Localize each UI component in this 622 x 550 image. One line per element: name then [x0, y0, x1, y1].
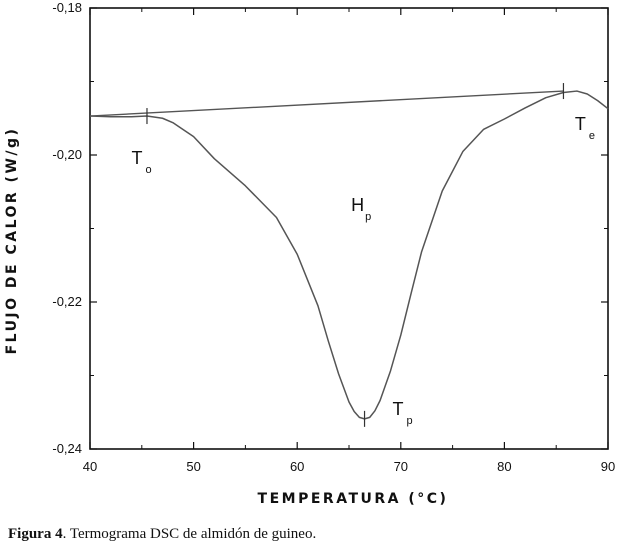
y-tick-label: -0,22	[52, 294, 82, 309]
x-tick-label: 50	[186, 459, 200, 474]
baseline-line	[89, 90, 564, 117]
x-tick-label: 60	[290, 459, 304, 474]
y-tick-label: -0,24	[52, 441, 82, 456]
caption-label: Figura 4	[8, 526, 63, 542]
y-tick-label: -0,20	[52, 147, 82, 162]
caption-text: . Termograma DSC de almidón de guineo.	[62, 526, 317, 542]
x-tick-label: 80	[497, 459, 511, 474]
annotation-subscript: o	[145, 164, 151, 176]
dsc-thermogram-chart: 40 50 60 70 80 90 -0,18 -0,20 -0,22 -0,24 TEMPERAT…	[4, 0, 615, 507]
y-tick-label: -0,18	[52, 0, 82, 15]
plot-frame	[89, 7, 609, 450]
annotation-subscript: p	[407, 415, 413, 427]
annotation-subscript: e	[589, 130, 595, 142]
annotation-label: T	[575, 114, 586, 134]
series-line	[89, 90, 609, 420]
x-axis-title: TEMPERATURA (°C)	[258, 491, 449, 507]
x-tick-label: 70	[394, 459, 408, 474]
annotation-label: H	[351, 195, 364, 215]
annotation-label: T	[393, 399, 404, 419]
figure-caption: Figura 4. Termograma DSC de almidón de g…	[8, 526, 316, 543]
annotation-subscript: p	[365, 211, 371, 223]
x-tick-label: 90	[601, 459, 615, 474]
annotation-label: T	[131, 148, 142, 168]
y-axis-title: FLUJO DE CALOR (W/g)	[4, 127, 20, 355]
x-tick-label: 40	[83, 459, 97, 474]
